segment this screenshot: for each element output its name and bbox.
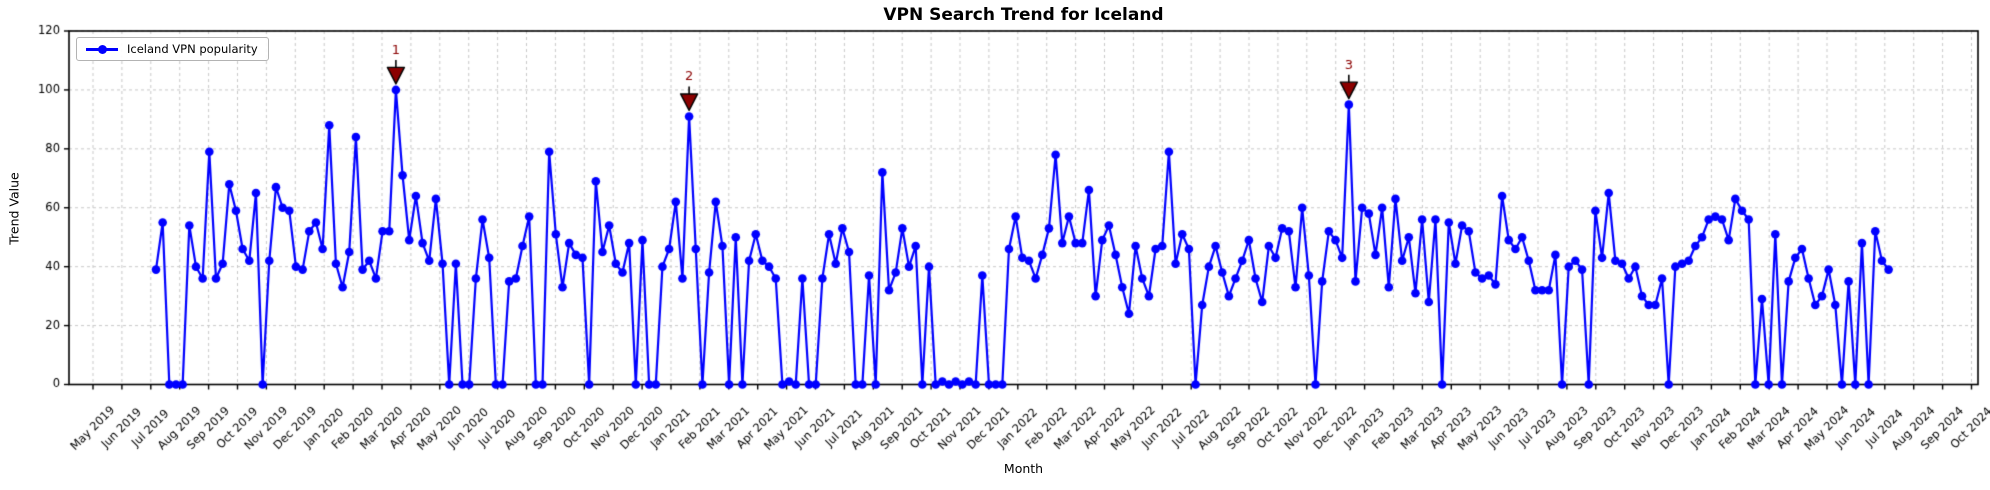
y-axis-title: Trend Value — [6, 172, 22, 245]
legend-series-label: Iceland VPN popularity — [127, 42, 258, 56]
x-axis-title: Month — [1003, 461, 1044, 476]
legend-line-marker-icon — [86, 44, 118, 54]
chart-title: VPN Search Trend for Iceland — [883, 5, 1164, 25]
legend: Iceland VPN popularity — [76, 37, 269, 61]
